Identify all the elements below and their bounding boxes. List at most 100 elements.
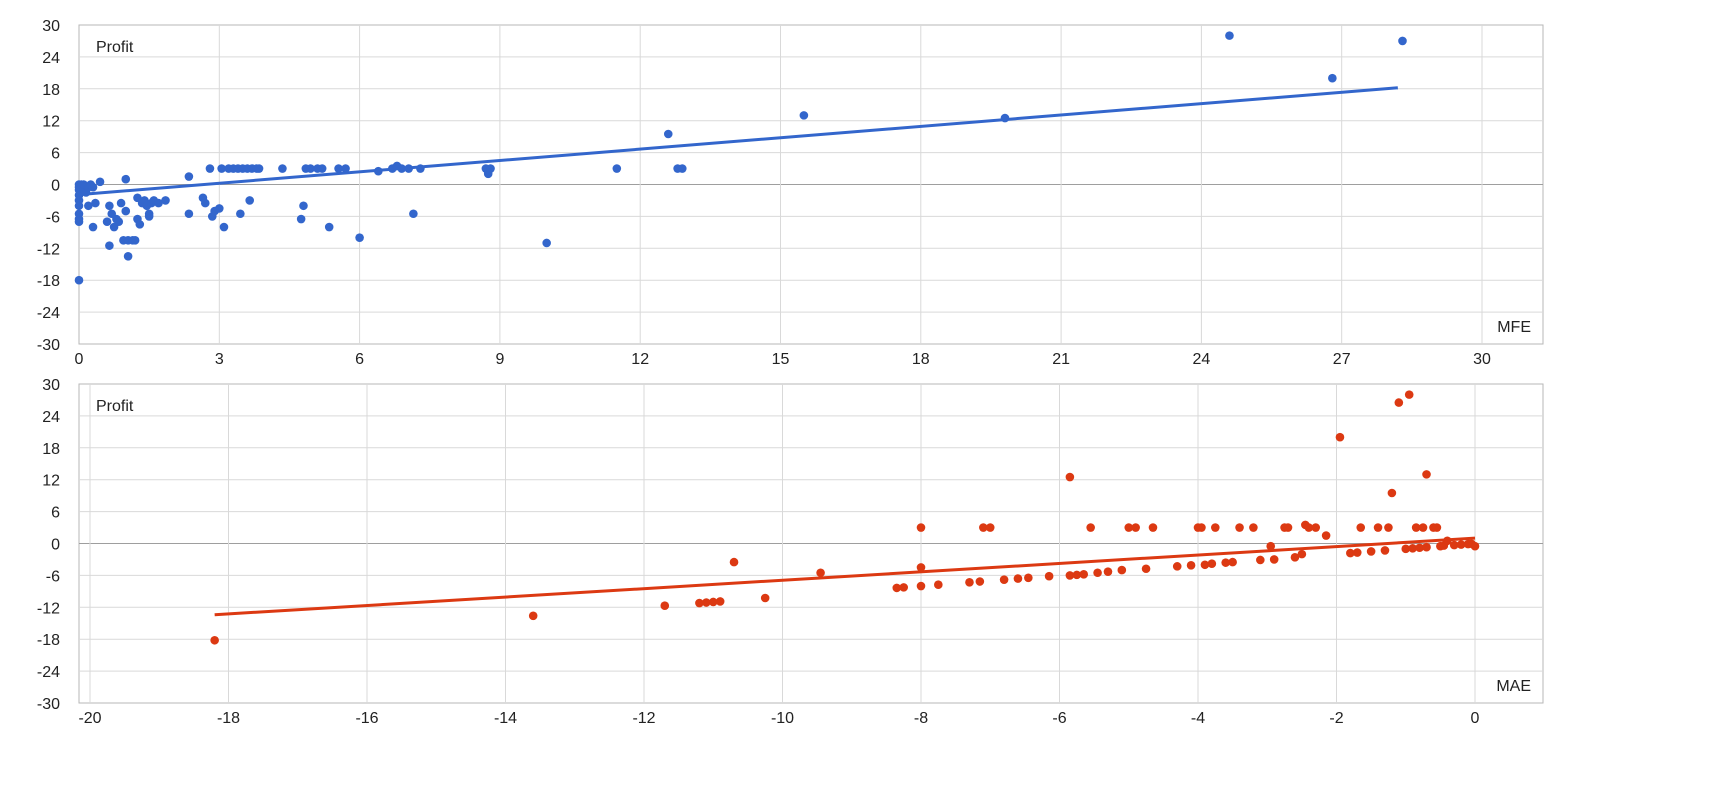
mae-data-point xyxy=(916,581,926,591)
mfe-data-point xyxy=(299,201,308,211)
mae-data-point xyxy=(1283,523,1293,532)
mfe-data-point xyxy=(88,222,98,232)
mfe-data-point xyxy=(200,198,210,208)
mfe-y-tick-label: 6 xyxy=(51,146,60,163)
mae-x-tick-label: -10 xyxy=(771,710,794,727)
mae-data-point xyxy=(1366,547,1376,556)
mfe-data-point xyxy=(404,164,414,173)
mae-data-point xyxy=(1335,432,1345,442)
mfe-y-tick-label: 30 xyxy=(42,18,60,35)
mfe-data-point xyxy=(236,209,245,219)
mae-data-point xyxy=(1211,523,1220,532)
mfe-data-point xyxy=(135,220,145,229)
mae-y-axis-title: Profit xyxy=(96,398,134,415)
mae-data-point xyxy=(1373,523,1383,532)
mae-data-point xyxy=(1269,555,1279,564)
mae-data-point xyxy=(1024,573,1033,583)
mfe-data-point xyxy=(84,201,93,211)
mae-data-point xyxy=(916,523,926,532)
mfe-x-tick-label: 9 xyxy=(495,351,504,368)
mfe-y-tick-labels: 30 24 18 12 6 0 -6 -12 -18 -24 -30 xyxy=(37,18,60,354)
mae-data-point xyxy=(695,598,704,608)
mae-y-tick-label: 24 xyxy=(42,409,60,426)
mae-x-tick-label: -4 xyxy=(1191,710,1205,727)
mae-data-point xyxy=(1415,543,1424,553)
mae-data-point xyxy=(760,593,770,603)
mfe-data-point xyxy=(105,241,114,250)
mae-y-tick-label: 12 xyxy=(42,473,60,490)
mfe-data-point xyxy=(409,209,418,219)
mfe-x-tick-label: 27 xyxy=(1333,351,1351,368)
mfe-x-tick-label: 21 xyxy=(1052,351,1070,368)
mae-data-point xyxy=(1352,548,1362,557)
mfe-data-point xyxy=(612,164,622,173)
mae-data-point xyxy=(1235,523,1244,532)
mfe-y-tick-label: -18 xyxy=(37,273,60,290)
mae-x-tick-label: -8 xyxy=(914,710,928,727)
mfe-data-point xyxy=(1225,31,1234,40)
mfe-y-tick-label: -12 xyxy=(37,241,60,258)
mae-data-point xyxy=(1470,541,1480,551)
mfe-x-tick-labels: 0 3 6 9 12 15 18 21 24 27 30 xyxy=(75,351,1491,368)
mae-data-point xyxy=(1456,540,1466,549)
mfe-data-point xyxy=(663,129,673,139)
mae-data-point xyxy=(1443,536,1452,546)
mfe-data-point xyxy=(114,217,124,227)
mae-x-tick-label: -20 xyxy=(78,710,101,727)
mfe-data-point xyxy=(205,164,215,173)
mfe-data-point xyxy=(542,238,551,248)
mfe-data-point xyxy=(217,164,226,173)
mae-data-point xyxy=(1387,488,1397,498)
mae-data-point xyxy=(1249,523,1258,532)
mae-data-point xyxy=(210,635,219,645)
mae-trendline-group xyxy=(214,536,1476,617)
mae-data-point xyxy=(1422,542,1431,552)
mfe-data-point xyxy=(374,166,383,176)
mae-data-point xyxy=(1013,574,1023,583)
mfe-y-tick-label: 0 xyxy=(51,178,60,195)
mae-data-point xyxy=(1044,571,1054,581)
mae-data-point xyxy=(1380,546,1390,555)
mfe-data-point xyxy=(144,212,154,221)
mae-data-point xyxy=(985,523,995,532)
mfe-data-point xyxy=(102,217,112,227)
mfe-grid xyxy=(78,24,1544,345)
mae-data-point xyxy=(1384,523,1393,532)
mfe-chart-panel: 30 24 18 12 6 0 -6 -12 -18 -24 -30 0 3 6 9 12 15 18 21 24 2… xyxy=(37,18,1544,368)
mae-data-point xyxy=(1356,523,1366,532)
mae-data-point xyxy=(1290,553,1300,562)
mfe-data-point xyxy=(677,164,687,173)
mae-data-point xyxy=(1404,390,1414,399)
mfe-y-tick-label: 24 xyxy=(42,50,60,67)
mae-data-point xyxy=(975,577,985,586)
mfe-data-point xyxy=(1328,73,1337,83)
mfe-data-point xyxy=(306,164,315,173)
mfe-data-point xyxy=(74,275,84,285)
mfe-data-point xyxy=(334,164,343,173)
mae-data-point xyxy=(1321,531,1331,540)
mfe-data-point xyxy=(130,236,140,245)
mfe-y-tick-label: -24 xyxy=(37,305,60,322)
mfe-data-point xyxy=(74,201,84,211)
mfe-data-point xyxy=(215,204,224,213)
mfe-data-point xyxy=(254,164,264,173)
mfe-data-point xyxy=(105,201,114,211)
mfe-data-point xyxy=(74,217,84,227)
mae-data-point xyxy=(1304,523,1314,532)
mfe-x-tick-label: 0 xyxy=(75,351,84,368)
mfe-data-point xyxy=(121,174,131,184)
mfe-y-tick-label: 18 xyxy=(42,82,60,99)
mfe-y-tick-label: -6 xyxy=(46,209,60,226)
mae-data-point xyxy=(528,611,538,621)
mae-data-point xyxy=(999,575,1009,584)
mae-x-tick-label: -12 xyxy=(632,710,655,727)
mae-data-point xyxy=(702,598,711,607)
mfe-data-point xyxy=(486,164,495,173)
mfe-x-tick-label: 15 xyxy=(772,351,790,368)
mae-data-point xyxy=(1449,540,1459,550)
mae-data-point xyxy=(892,583,902,593)
mfe-x-tick-label: 12 xyxy=(631,351,649,368)
mfe-data-point xyxy=(184,209,194,219)
mfe-x-tick-label: 18 xyxy=(912,351,930,368)
